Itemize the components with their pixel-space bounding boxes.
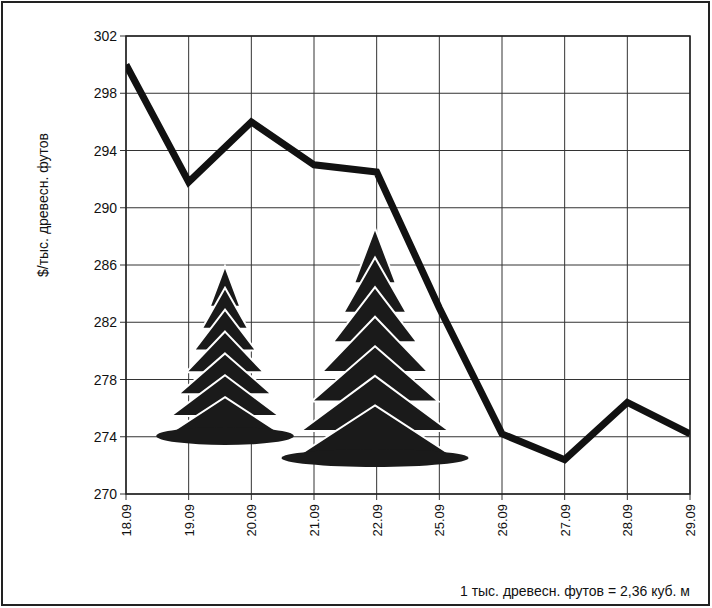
y-tick-label: 290	[94, 200, 118, 216]
x-tick-label: 21.09	[307, 504, 322, 537]
x-tick	[502, 494, 503, 500]
y-tick	[120, 207, 126, 208]
annotation: 1 тыс. древесн. футов = 2,36 куб. м	[460, 583, 690, 599]
outer-frame	[2, 2, 709, 605]
plot-frame	[126, 36, 690, 494]
x-tick-label: 27.09	[558, 504, 573, 537]
y-tick-label: 274	[94, 429, 118, 445]
y-tick-label: 282	[94, 314, 118, 330]
x-tick	[251, 494, 252, 500]
tree-decoration	[156, 266, 294, 445]
y-axis-title: $/тыс. древесн. футов	[35, 133, 51, 277]
grid-line	[126, 93, 690, 94]
y-tick-label: 286	[94, 257, 118, 273]
x-tick	[564, 494, 565, 500]
y-tick	[120, 150, 126, 151]
x-tick-label: 22.09	[370, 504, 385, 537]
tree-decoration	[282, 228, 469, 467]
tree-snow-base	[282, 449, 469, 467]
x-tick-label: 20.09	[244, 504, 259, 537]
y-tick-label: 270	[94, 486, 118, 502]
x-tick-label: 28.09	[620, 504, 635, 537]
x-tick-label: 18.09	[119, 504, 134, 537]
grid-line	[502, 36, 503, 494]
y-tick	[120, 93, 126, 94]
x-tick	[126, 494, 127, 500]
series-group	[126, 65, 690, 460]
tree-snow-base	[156, 427, 294, 445]
x-tick-label: 19.09	[182, 504, 197, 537]
price-line	[126, 65, 690, 460]
y-tick-label: 294	[94, 143, 118, 159]
x-tick-label: 26.09	[495, 504, 510, 537]
y-tick	[120, 379, 126, 380]
x-tick	[188, 494, 189, 500]
y-tick	[120, 494, 126, 495]
grid-line	[627, 36, 628, 494]
x-tick	[439, 494, 440, 500]
grid-line	[564, 36, 565, 494]
y-tick-label: 298	[94, 85, 118, 101]
y-tick	[120, 265, 126, 266]
y-tick-label: 278	[94, 372, 118, 388]
y-tick	[120, 436, 126, 437]
y-tick	[120, 36, 126, 37]
grid-line	[126, 207, 690, 208]
x-tick-label: 25.09	[432, 504, 447, 537]
x-tick	[690, 494, 691, 500]
x-tick	[314, 494, 315, 500]
chart: 270 274 278 282 286 290 294 298 302 18.09 19.09 20.…	[0, 0, 712, 608]
grid-line	[126, 265, 690, 266]
y-tick	[120, 322, 126, 323]
y-tick-label: 302	[94, 28, 118, 44]
x-tick-label: 29.09	[683, 504, 698, 537]
x-tick	[627, 494, 628, 500]
grid-line	[126, 150, 690, 151]
x-tick	[376, 494, 377, 500]
